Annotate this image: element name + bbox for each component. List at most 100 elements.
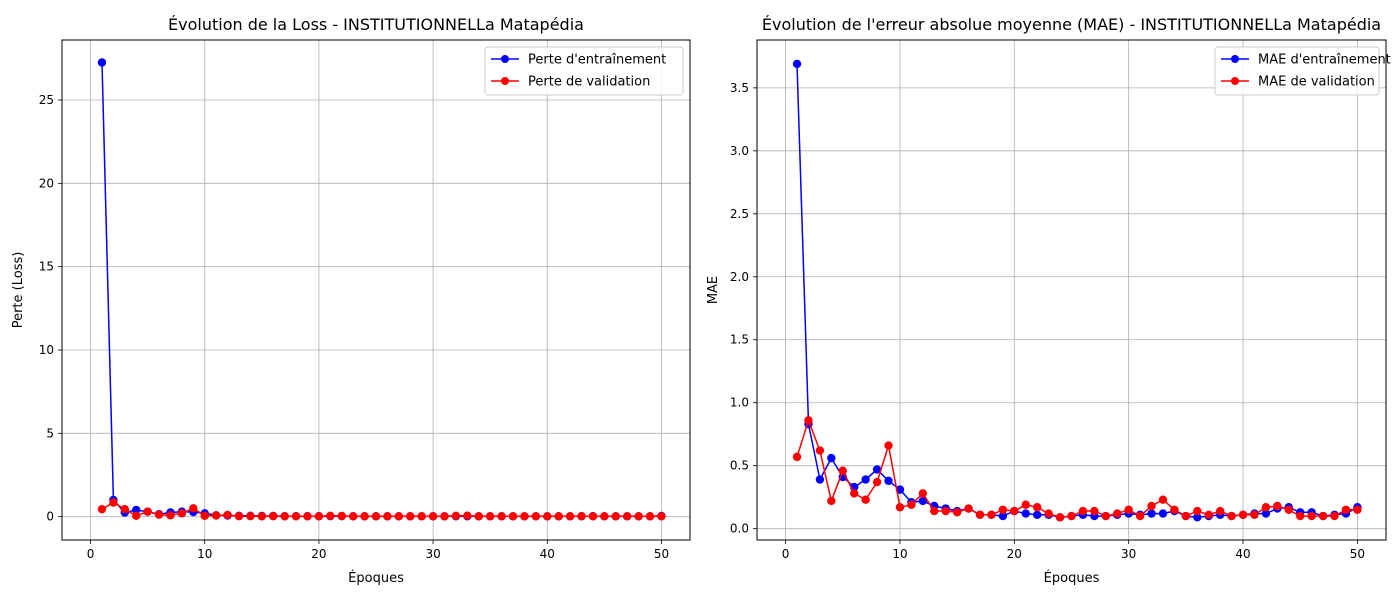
- legend-label-val-mae: MAE de validation: [1258, 75, 1375, 90]
- data-point-series-0: [998, 511, 1008, 521]
- data-point-series-1: [1021, 500, 1030, 509]
- y-tick-label: 15: [39, 260, 54, 274]
- data-point-series-1: [177, 509, 187, 518]
- data-point-series-1: [1044, 509, 1053, 518]
- data-point-series-1: [508, 512, 518, 521]
- x-tick-label: 30: [425, 547, 440, 561]
- data-point-series-1: [850, 489, 859, 498]
- data-point-series-1: [930, 506, 939, 516]
- data-point-series-1: [600, 512, 609, 521]
- data-point-series-1: [1204, 510, 1213, 520]
- legend-marker-train-loss: [501, 55, 509, 63]
- y-tick-label: 3.0: [730, 144, 749, 158]
- series-line-1: [796, 419, 1358, 519]
- mae-legend: MAE d'entraînement MAE de validation: [1214, 46, 1391, 96]
- data-point-series-1: [645, 512, 655, 521]
- data-point-series-1: [987, 510, 996, 520]
- x-tick-label: 20: [311, 547, 326, 561]
- data-point-series-1: [406, 512, 415, 521]
- y-tick-label: 2.0: [730, 270, 749, 284]
- data-point-series-1: [326, 511, 335, 521]
- x-tick-label: 0: [782, 547, 790, 561]
- legend-label-train-mae: MAE d'entraînement: [1258, 53, 1391, 68]
- data-point-series-1: [1296, 511, 1305, 521]
- mae-x-axis-label: Époques: [1044, 570, 1100, 586]
- x-tick-label: 40: [540, 547, 555, 561]
- mae-series: [792, 59, 1362, 522]
- data-point-series-0: [918, 496, 928, 506]
- y-tick-label: 0.5: [730, 459, 749, 473]
- data-point-series-1: [428, 512, 438, 521]
- mae-plot-frame: [756, 39, 1387, 541]
- data-point-series-1: [815, 446, 825, 455]
- data-point-series-0: [792, 59, 802, 69]
- mae-chart-title: Évolution de l'erreur absolue moyenne (M…: [762, 15, 1381, 34]
- data-point-series-1: [884, 441, 893, 450]
- data-point-series-1: [1307, 511, 1316, 521]
- data-point-series-0: [861, 475, 870, 484]
- series-line-0: [796, 63, 1358, 519]
- y-tick-label: 25: [39, 93, 54, 107]
- data-point-series-1: [1318, 511, 1328, 521]
- data-point-series-1: [485, 512, 495, 521]
- data-point-series-1: [1353, 505, 1362, 514]
- y-tick-label: 0.0: [730, 522, 749, 536]
- data-point-series-1: [895, 503, 905, 512]
- data-point-series-1: [1170, 505, 1179, 514]
- data-point-series-1: [1032, 503, 1042, 512]
- data-point-series-1: [211, 511, 221, 520]
- data-point-series-1: [792, 452, 802, 462]
- y-tick-label: 1.5: [730, 333, 749, 347]
- x-tick-label: 40: [1235, 547, 1250, 561]
- data-point-series-1: [314, 512, 324, 521]
- data-point-series-1: [143, 507, 152, 516]
- data-point-series-1: [1147, 501, 1156, 511]
- data-point-series-0: [1032, 510, 1042, 520]
- mae-legend-box: [1214, 46, 1380, 96]
- data-point-series-1: [383, 512, 392, 521]
- data-point-series-1: [872, 477, 882, 487]
- data-point-series-1: [975, 510, 985, 520]
- mae-ticks: 0 10 20 30 40 50 0.0 0.5 1.0 1.5 2.0 2.5 3.0 3.5: [730, 81, 1365, 561]
- data-point-series-1: [280, 512, 289, 521]
- data-point-series-1: [657, 512, 666, 521]
- data-point-series-1: [463, 511, 472, 520]
- data-point-series-1: [588, 512, 598, 521]
- data-point-series-1: [1273, 501, 1282, 511]
- data-point-series-1: [451, 511, 461, 521]
- data-point-series-1: [611, 512, 620, 521]
- data-point-series-1: [371, 512, 381, 521]
- loss-grid: [62, 40, 690, 540]
- data-point-series-1: [827, 496, 836, 506]
- data-point-series-1: [804, 416, 813, 425]
- data-point-series-0: [1147, 509, 1156, 518]
- x-tick-label: 30: [1121, 547, 1136, 561]
- x-tick-label: 10: [197, 547, 212, 561]
- data-point-series-1: [337, 511, 346, 521]
- mae-grid: [757, 40, 1386, 540]
- data-point-series-1: [861, 495, 870, 504]
- data-point-series-1: [440, 512, 449, 521]
- y-tick-label: 10: [39, 343, 54, 357]
- data-point-series-1: [1330, 511, 1339, 521]
- data-point-series-1: [952, 508, 962, 517]
- data-point-series-1: [998, 505, 1008, 514]
- data-point-series-1: [257, 512, 267, 521]
- data-point-series-1: [360, 512, 369, 521]
- data-point-series-1: [838, 466, 847, 475]
- loss-legend: Perte d'entraînement Perte de validation: [484, 46, 684, 96]
- data-point-series-1: [303, 512, 312, 521]
- data-point-series-1: [1124, 505, 1133, 514]
- y-tick-label: 2.5: [730, 207, 749, 221]
- data-point-series-1: [120, 504, 129, 514]
- data-point-series-1: [1261, 503, 1271, 512]
- x-tick-label: 0: [87, 547, 95, 561]
- data-point-series-1: [246, 511, 255, 521]
- data-point-series-1: [941, 506, 950, 516]
- data-point-series-1: [907, 500, 916, 509]
- data-point-series-1: [417, 512, 426, 521]
- data-point-series-1: [269, 511, 278, 521]
- x-tick-label: 50: [1350, 547, 1365, 561]
- data-point-series-1: [394, 512, 404, 521]
- y-tick-label: 20: [39, 176, 54, 190]
